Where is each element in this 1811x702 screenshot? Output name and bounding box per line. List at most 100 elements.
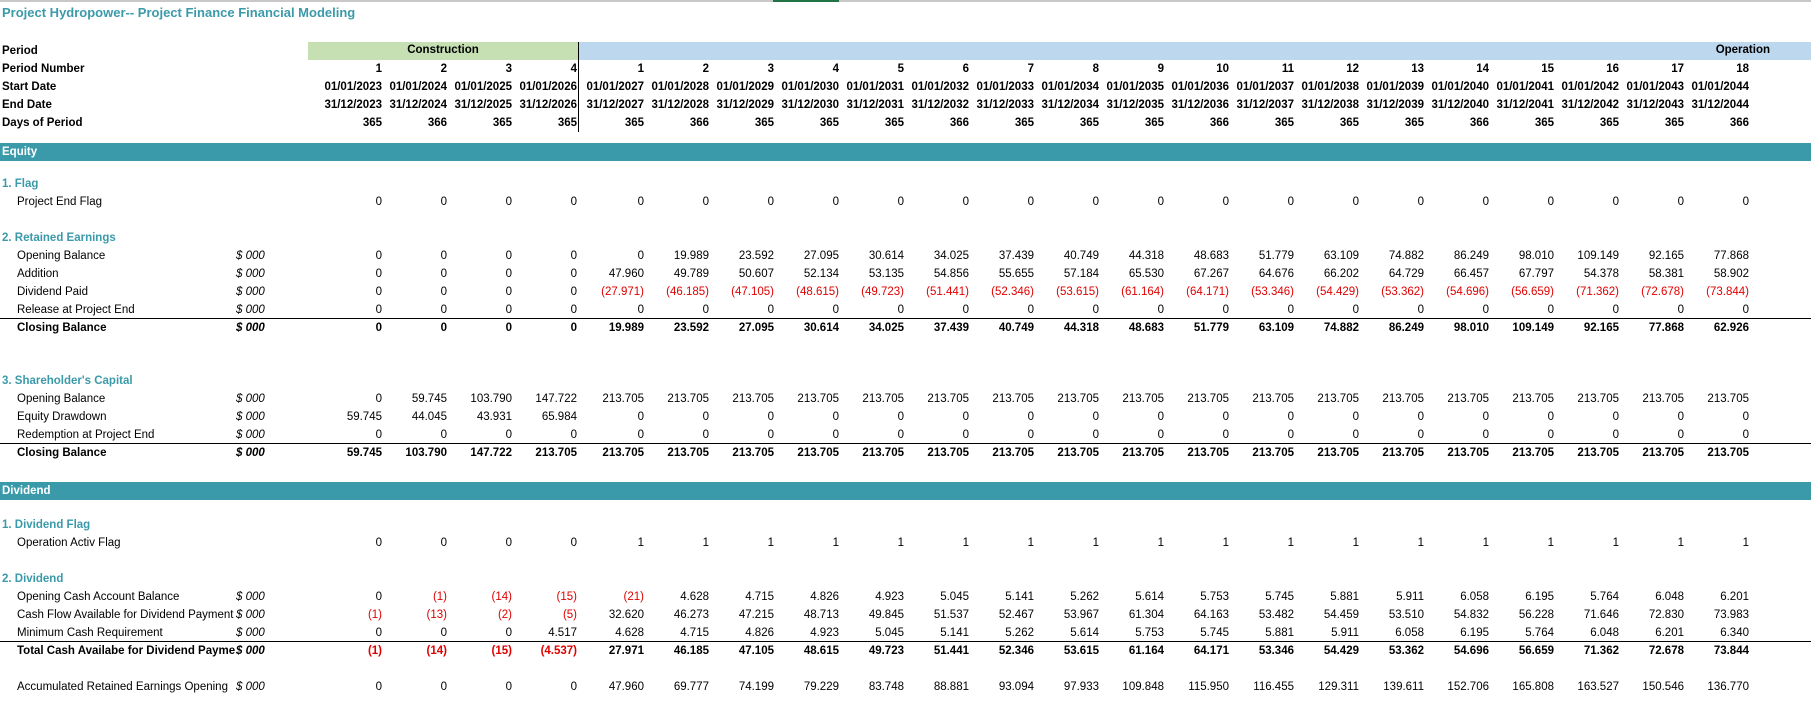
value-cell: 213.705 — [862, 447, 904, 459]
value-cell: 5.745 — [1200, 627, 1229, 639]
row-label: Operation Activ Flag — [17, 537, 121, 549]
row-label: Project End Flag — [17, 196, 103, 208]
value-cell: 213.705 — [667, 393, 709, 405]
value-cell: 0 — [1547, 196, 1554, 208]
value-cell: 0 — [1287, 411, 1294, 423]
value-cell: 64.163 — [1193, 609, 1229, 621]
value-cell: 47.960 — [608, 268, 644, 280]
value-cell: (56.659) — [1511, 286, 1554, 298]
value-cell: 213.705 — [1642, 393, 1684, 405]
value-cell: (54.696) — [1446, 286, 1489, 298]
value-cell: (61.164) — [1121, 286, 1164, 298]
value-cell: 213.705 — [1447, 447, 1489, 459]
value-cell: 213.705 — [927, 447, 969, 459]
value-cell: 0 — [1352, 304, 1359, 316]
value-cell: 1 — [702, 537, 709, 549]
value-cell: 0 — [1092, 196, 1099, 208]
value-cell: 0 — [767, 411, 774, 423]
unit-label: $ 000 — [236, 645, 265, 657]
header-cell: 31/12/2039 — [1366, 99, 1424, 111]
header-cell: 01/01/2026 — [519, 81, 577, 93]
value-cell: 5.911 — [1331, 627, 1359, 639]
unit-label: $ 000 — [236, 304, 265, 316]
value-cell: 56.659 — [1518, 645, 1554, 657]
value-cell: 59.745 — [411, 393, 447, 405]
value-cell: 0 — [505, 268, 512, 280]
value-cell: 1 — [1222, 537, 1229, 549]
value-cell: 0 — [962, 411, 969, 423]
value-cell: 47.105 — [738, 645, 774, 657]
value-cell: 0 — [702, 304, 709, 316]
value-cell: 213.705 — [535, 447, 577, 459]
row-label: Dividend Paid — [17, 286, 88, 298]
value-cell: 59.745 — [346, 411, 382, 423]
value-cell: 150.546 — [1642, 681, 1684, 693]
value-cell: 43.931 — [476, 411, 512, 423]
value-cell: 19.989 — [608, 322, 644, 334]
value-cell: 0 — [1742, 196, 1749, 208]
value-cell: 92.165 — [1648, 250, 1684, 262]
value-cell: 27.971 — [608, 645, 644, 657]
header-cell: 365 — [819, 117, 839, 129]
value-cell: 73.844 — [1713, 645, 1749, 657]
value-cell: 0 — [1092, 429, 1099, 441]
value-cell: 65.984 — [541, 411, 577, 423]
value-cell: 1 — [962, 537, 969, 549]
value-cell: 74.882 — [1323, 322, 1359, 334]
unit-label: $ 000 — [236, 609, 265, 621]
value-cell: 0 — [832, 196, 839, 208]
value-cell: 5.045 — [875, 627, 904, 639]
value-cell: 5.262 — [1070, 591, 1099, 603]
value-cell: 213.705 — [1057, 447, 1099, 459]
value-cell: 5.141 — [1005, 591, 1034, 603]
value-cell: 5.614 — [1070, 627, 1099, 639]
value-cell: (2) — [497, 609, 512, 621]
value-cell: 0 — [570, 429, 577, 441]
value-cell: 0 — [505, 304, 512, 316]
value-cell: 0 — [897, 196, 904, 208]
value-cell: 0 — [1547, 304, 1554, 316]
value-cell: 1 — [897, 537, 904, 549]
value-cell: 97.933 — [1063, 681, 1099, 693]
value-cell: 0 — [375, 322, 382, 334]
header-cell: 31/12/2037 — [1236, 99, 1294, 111]
value-cell: (1) — [367, 645, 382, 657]
value-cell: 0 — [570, 681, 577, 693]
value-cell: 54.429 — [1323, 645, 1359, 657]
value-cell: 0 — [440, 429, 447, 441]
row-label: Redemption at Project End — [17, 429, 155, 441]
value-cell: 5.881 — [1330, 591, 1359, 603]
header-cell: 31/12/2031 — [846, 99, 904, 111]
header-cell: 31/12/2043 — [1626, 99, 1684, 111]
value-cell: 5.753 — [1135, 627, 1164, 639]
value-cell: 48.683 — [1128, 322, 1164, 334]
header-cell: 2 — [702, 63, 709, 75]
equity-band: Equity — [0, 143, 1811, 161]
header-cell: 13 — [1411, 63, 1424, 75]
value-cell: 30.614 — [868, 250, 904, 262]
value-cell: 0 — [1222, 411, 1229, 423]
value-cell: 65.530 — [1128, 268, 1164, 280]
value-cell: 213.705 — [1707, 393, 1749, 405]
value-cell: 5.745 — [1265, 591, 1294, 603]
value-cell: 0 — [1612, 429, 1619, 441]
value-cell: 59.745 — [346, 447, 382, 459]
header-cell: 01/01/2038 — [1301, 81, 1359, 93]
header-cell: 31/12/2030 — [781, 99, 839, 111]
header-cell: 01/01/2041 — [1496, 81, 1554, 93]
value-cell: 0 — [375, 268, 382, 280]
header-cell: 365 — [1404, 117, 1424, 129]
header-cell: 31/12/2025 — [454, 99, 512, 111]
total-row-label: Closing Balance — [17, 322, 107, 334]
unit-label: $ 000 — [236, 591, 265, 603]
header-cell: 366 — [949, 117, 969, 129]
header-cell: 10 — [1216, 63, 1229, 75]
value-cell: 54.696 — [1453, 645, 1489, 657]
value-cell: 213.705 — [797, 393, 839, 405]
value-cell: 6.201 — [1720, 591, 1749, 603]
value-cell: 163.527 — [1577, 681, 1619, 693]
header-cell: 7 — [1027, 63, 1034, 75]
value-cell: 54.856 — [933, 268, 969, 280]
header-cell: 01/01/2043 — [1626, 81, 1684, 93]
header-cell: 6 — [962, 63, 969, 75]
